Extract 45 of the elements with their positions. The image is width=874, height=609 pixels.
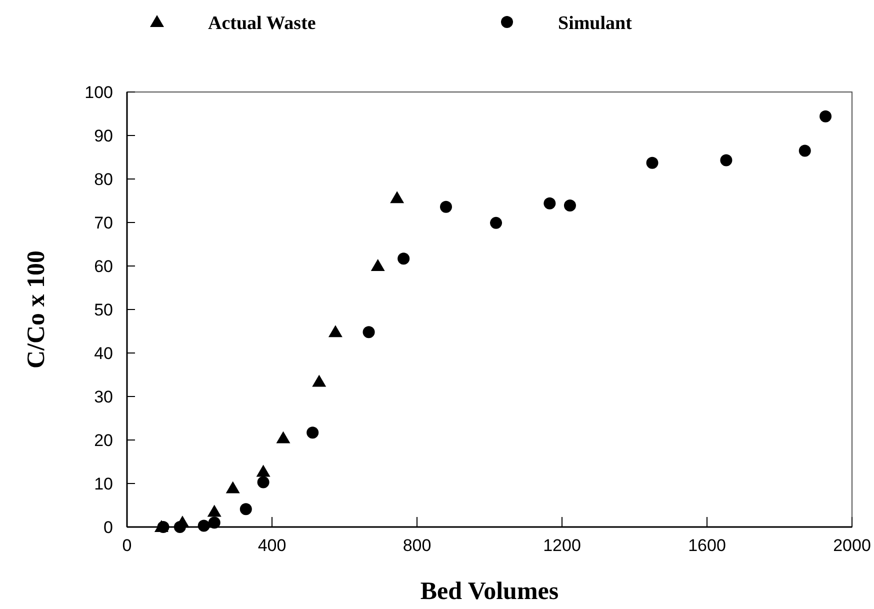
y-tick-label: 70 [94,213,113,232]
y-tick-label: 90 [94,126,113,146]
x-axis-title: Bed Volumes [420,578,559,605]
x-tick-label: 1200 [543,536,581,555]
point [240,503,252,516]
point [154,520,168,532]
y-tick-label: 0 [104,518,113,537]
y-axis-title: C/Co x 100 [23,250,50,369]
y-tick-label: 30 [94,387,113,406]
point [564,200,576,212]
point [362,326,375,338]
x-tick-label: 1600 [688,536,726,555]
y-tick-label: 50 [94,300,113,320]
point [544,197,556,210]
point [198,520,210,532]
y-tick-label: 60 [94,256,113,276]
point [312,374,326,387]
point [720,154,732,166]
legend-label: Simulant [558,13,633,34]
point [226,481,240,494]
y-tick-label: 100 [84,82,113,102]
y-tick-label: 20 [94,430,113,450]
point [398,252,410,265]
y-tick-label: 10 [94,474,113,494]
point [370,259,385,271]
y-tick-label: 40 [94,344,113,363]
x-tick-label: 0 [122,536,132,555]
point [820,110,832,122]
point [490,216,502,229]
point [208,516,220,529]
y-tick-label: 80 [94,170,113,189]
legend-label: Actual Waste [208,13,316,34]
point [257,476,270,488]
x-tick-label: 800 [402,536,432,555]
point [646,156,658,169]
point [256,464,270,477]
point [207,504,222,517]
point [440,200,452,213]
point [306,426,319,439]
x-tick-label: 400 [258,536,286,555]
point [328,325,342,338]
point [276,431,290,444]
point [390,191,404,204]
x-tick-label: 2000 [833,536,871,555]
point [798,144,811,157]
